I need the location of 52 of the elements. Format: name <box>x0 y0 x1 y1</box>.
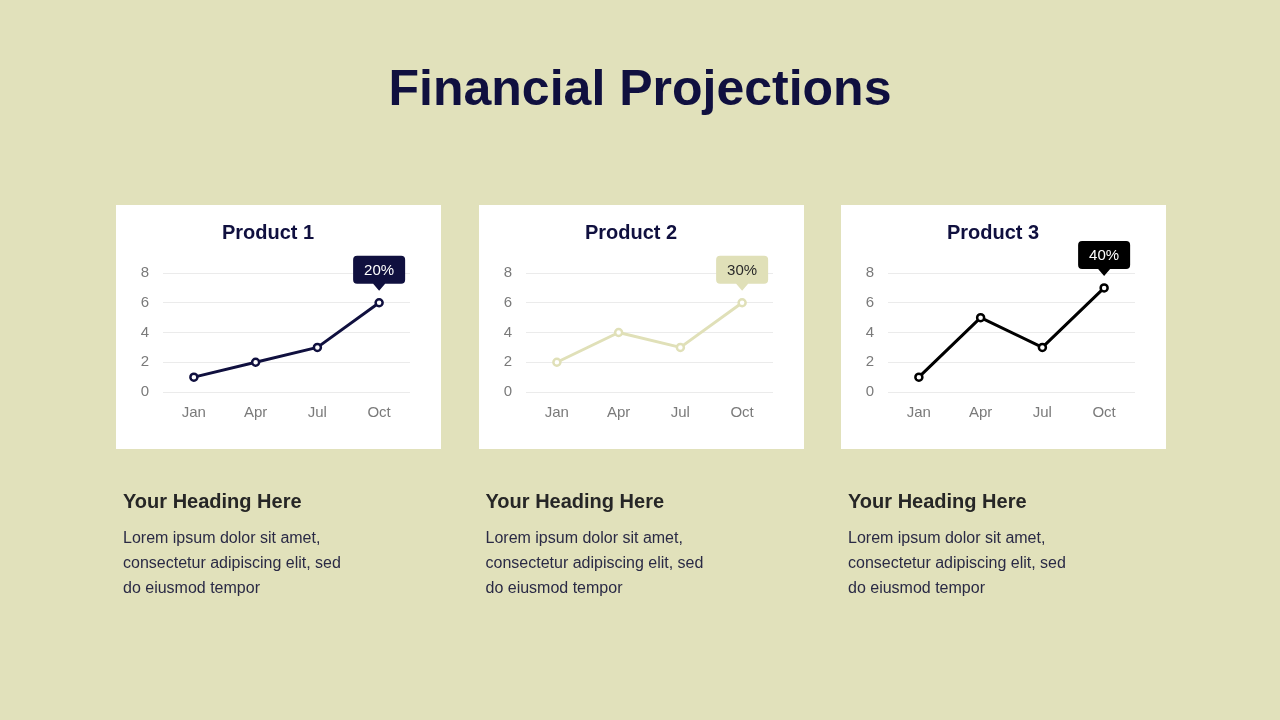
text: Lorem ipsum dolor sit amet, consectetur adipiscing elit, sed do eiusmod tempor <box>123 528 342 598</box>
y-tick-label: 2 <box>865 352 874 370</box>
y-tick-label: 2 <box>140 352 149 370</box>
x-tick-label: Apr <box>243 403 268 421</box>
text: Lorem ipsum dolor sit amet, consectetur adipiscing elit, sed do eiusmod tempor <box>485 528 705 598</box>
y-tick-label: 8 <box>503 263 512 281</box>
y-tick-label: 0 <box>865 382 874 400</box>
chart-title: Product 2 <box>584 220 677 243</box>
point <box>914 372 924 382</box>
y-tick-label: 4 <box>140 322 149 340</box>
y-tick-label: 6 <box>503 292 512 310</box>
x-tick-label: Jan <box>181 403 206 421</box>
chart-title: Product 1 <box>221 220 315 243</box>
x-tick-label: Oct <box>1092 403 1117 421</box>
annotation: 20% <box>364 260 395 278</box>
y-tick-label: 8 <box>865 263 874 281</box>
chart-title: Product 3 <box>946 220 1040 243</box>
y-tick-label: 0 <box>140 382 149 400</box>
point <box>189 372 199 382</box>
annotation: 30% <box>726 260 757 278</box>
x-tick-label: Oct <box>367 403 392 421</box>
point <box>312 342 323 353</box>
text: Your Heading Here <box>485 489 665 513</box>
text: Financial Projections <box>387 59 893 118</box>
point <box>1037 342 1048 353</box>
y-tick-label: 2 <box>503 352 512 370</box>
point <box>975 312 986 323</box>
x-tick-label: Jul <box>1032 403 1052 421</box>
y-tick-label: 0 <box>503 382 512 400</box>
annotation: 40% <box>1089 246 1120 264</box>
y-tick-label: 4 <box>865 322 874 340</box>
point <box>675 342 685 353</box>
point <box>551 357 562 367</box>
y-tick-label: 4 <box>503 322 512 340</box>
x-tick-label: Apr <box>968 403 993 421</box>
text: Your Heading Here <box>848 489 1027 513</box>
text: Lorem ipsum dolor sit amet, consectetur adipiscing elit, sed do eiusmod tempor <box>848 528 1067 598</box>
x-tick-label: Jul <box>307 403 327 421</box>
point <box>250 357 261 367</box>
point <box>736 298 747 308</box>
x-tick-label: Oct <box>729 403 755 421</box>
y-tick-label: 8 <box>140 263 149 281</box>
y-tick-label: 6 <box>140 292 149 310</box>
point <box>1099 283 1109 293</box>
x-tick-label: Apr <box>606 403 630 421</box>
x-tick-label: Jan <box>906 403 931 421</box>
x-tick-label: Jul <box>670 403 690 421</box>
x-tick-label: Jan <box>544 403 569 421</box>
text: Your Heading Here <box>123 489 302 513</box>
point <box>613 327 623 338</box>
point <box>374 298 384 308</box>
y-tick-label: 6 <box>865 292 874 310</box>
